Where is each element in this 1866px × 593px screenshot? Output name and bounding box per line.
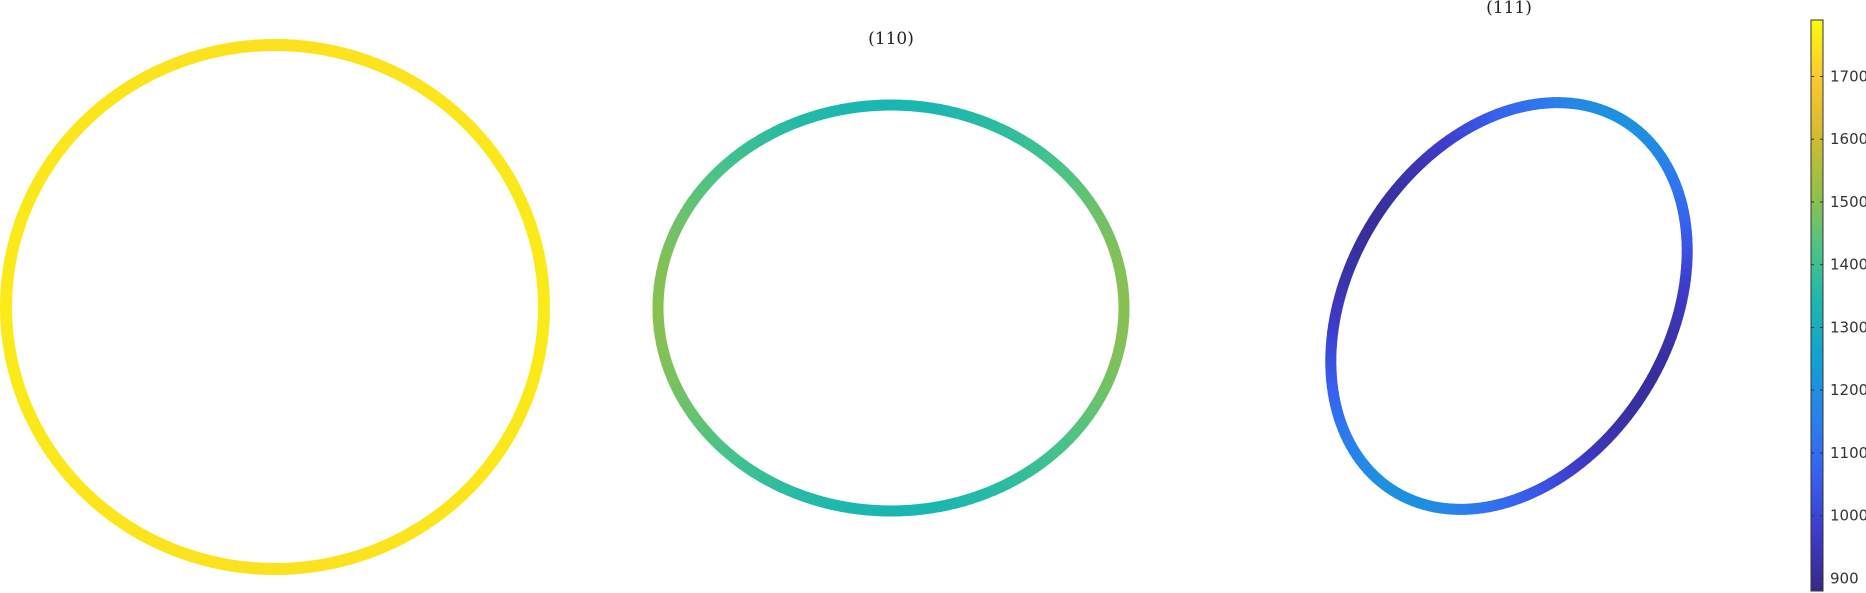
subplot-title-110: (110) — [868, 29, 914, 49]
ring-curve-111 — [1325, 97, 1693, 515]
subplot-110: (110) — [652, 29, 1130, 517]
colorbar-tick-label: 1500 — [1830, 193, 1866, 211]
colorbar-tick-label: 1600 — [1830, 130, 1866, 148]
subplot-100 — [0, 39, 550, 575]
colorbar-tick-label: 1200 — [1830, 381, 1866, 399]
colorbar-tick-label: 1400 — [1830, 256, 1866, 274]
subplot-title-111: (111) — [1486, 0, 1532, 18]
colorbar-tick-label: 1100 — [1830, 444, 1866, 462]
subplot-111: (111) — [1325, 0, 1693, 515]
colorbar-ticks: 900 1000 1100 1200 1300 1400 1500 1600 1700 — [1811, 67, 1866, 587]
colorbar-tick-label: 1300 — [1830, 318, 1866, 336]
colorbar-tick-label: 1000 — [1830, 507, 1866, 525]
ring-segment — [1614, 112, 1631, 127]
colorbar-tick-label: 900 — [1830, 569, 1859, 587]
colorbar: 900 1000 1100 1200 1300 1400 1500 1600 1700 — [1810, 19, 1866, 592]
ring-curve-100 — [0, 39, 550, 575]
colorbar-gradient — [1810, 19, 1824, 592]
colorbar-tick-label: 1700 — [1830, 67, 1866, 85]
ring-curve-110 — [652, 99, 1130, 517]
